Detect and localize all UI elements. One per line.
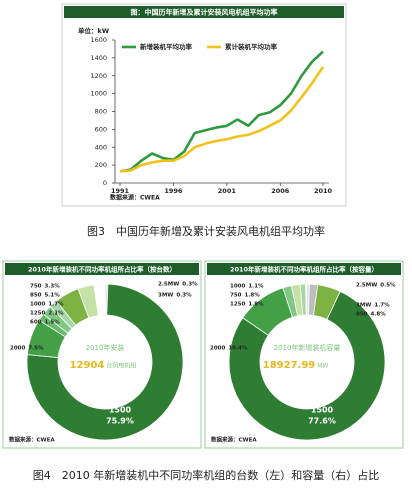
slice-label: 3MW xyxy=(356,303,371,309)
source-note: 数据来源：CWEA xyxy=(9,436,55,444)
y-tick-label: 1000 xyxy=(90,90,107,98)
slice-value-label: 7.5% xyxy=(28,346,44,352)
slice-label: 600 xyxy=(30,320,42,326)
slice-value-label: 5.1% xyxy=(44,293,60,299)
slice-value-label: 10.4% xyxy=(228,346,248,352)
slice-value-label: 0.5% xyxy=(380,283,396,289)
slice-value-label: 1.5% xyxy=(44,320,60,326)
slice-label: 1500 xyxy=(109,406,132,415)
y-tick-label: 600 xyxy=(95,125,107,133)
slice-label: 850 xyxy=(356,312,368,318)
y-tick-label: 800 xyxy=(95,108,107,116)
x-tick-label: 1991 xyxy=(111,187,130,195)
unit-label: 单位：kW xyxy=(78,26,109,35)
slice-label: 2.5MW xyxy=(356,283,377,289)
center-value: 12904 xyxy=(70,360,105,371)
center-value: 18927.99 xyxy=(263,360,316,371)
slice-label: 2.5MW xyxy=(158,282,179,288)
y-tick-label: 1200 xyxy=(90,72,107,80)
source-note: 数据来源：CWEA xyxy=(211,436,257,444)
slice-label: 1500 xyxy=(311,406,334,415)
slice-label: 750 xyxy=(30,284,42,290)
slice-value-label: 1.7% xyxy=(48,302,64,308)
chart-title: 图：中国历年新增及累计安装风电机组平均功率 xyxy=(131,8,278,17)
slice-value-label: 1.1% xyxy=(248,284,264,290)
legend-label: 累计装机平均功率 xyxy=(225,42,278,51)
slice-label: 1250 xyxy=(230,302,245,308)
chart-header xyxy=(64,6,344,18)
slice-value-label: 2.1% xyxy=(48,311,64,317)
x-tick-label: 2006 xyxy=(271,187,290,195)
slice-value-label: 77.6% xyxy=(308,417,336,426)
slice-label: 1000 xyxy=(230,284,245,290)
slice-value-label: 1.8% xyxy=(248,302,264,308)
chart-title: 2010年新增装机不同功率机组所占比率（按台数） xyxy=(28,265,176,274)
series-line xyxy=(119,66,325,173)
center-unit: MW xyxy=(317,363,328,370)
y-tick-label: 200 xyxy=(95,161,107,169)
caption: 图4 2010 年新增装机中不同功率机组的台数（左）和容量（右）占比 xyxy=(33,468,380,482)
x-tick-label: 1996 xyxy=(164,187,183,195)
slice-label: 2000 xyxy=(210,346,225,352)
slice-value-label: 0.3% xyxy=(182,282,198,288)
pie-slice xyxy=(77,284,99,319)
pie-slice xyxy=(228,290,386,441)
chart-title: 2010年新增装机不同功率机组所占比率（按容量） xyxy=(230,265,378,274)
slice-label: 1000 xyxy=(30,302,45,308)
y-tick-label: 1400 xyxy=(90,54,107,62)
y-tick-label: 0 xyxy=(103,179,107,187)
slice-label: 750 xyxy=(230,293,242,299)
slice-value-label: 4.8% xyxy=(370,312,386,318)
x-tick-label: 2010 xyxy=(314,187,333,195)
legend-label: 新增装机平均功率 xyxy=(140,42,193,51)
series-line xyxy=(119,50,324,173)
slice-value-label: 3.3% xyxy=(44,284,60,290)
slice-value-label: 1.8% xyxy=(244,293,260,299)
slice-label: 1250 xyxy=(30,311,45,317)
pie-slice xyxy=(299,283,307,316)
pie-slice xyxy=(26,283,184,441)
y-tick-label: 1600 xyxy=(90,36,107,44)
center-text: 2010年新增装机容量 xyxy=(274,343,341,352)
chart-panel xyxy=(61,3,347,207)
slice-label: 850 xyxy=(30,293,42,299)
center-unit: 台风电机组 xyxy=(106,362,136,370)
slice-value-label: 1.7% xyxy=(374,303,390,309)
y-tick-label: 400 xyxy=(95,143,107,151)
slice-label: 2000 xyxy=(10,346,25,352)
source-note: 数据来源：CWEA xyxy=(110,194,160,202)
slice-value-label: 0.3% xyxy=(176,293,192,299)
center-text: 2010年安装 xyxy=(86,343,125,352)
pie-header xyxy=(207,263,401,275)
slice-value-label: 75.9% xyxy=(106,417,134,426)
pie-header xyxy=(5,263,199,275)
slice-label: 3MW xyxy=(158,293,173,299)
caption: 图3 中国历年新增及累计安装风电机组平均功率 xyxy=(87,224,325,238)
x-tick-label: 2001 xyxy=(218,187,237,195)
